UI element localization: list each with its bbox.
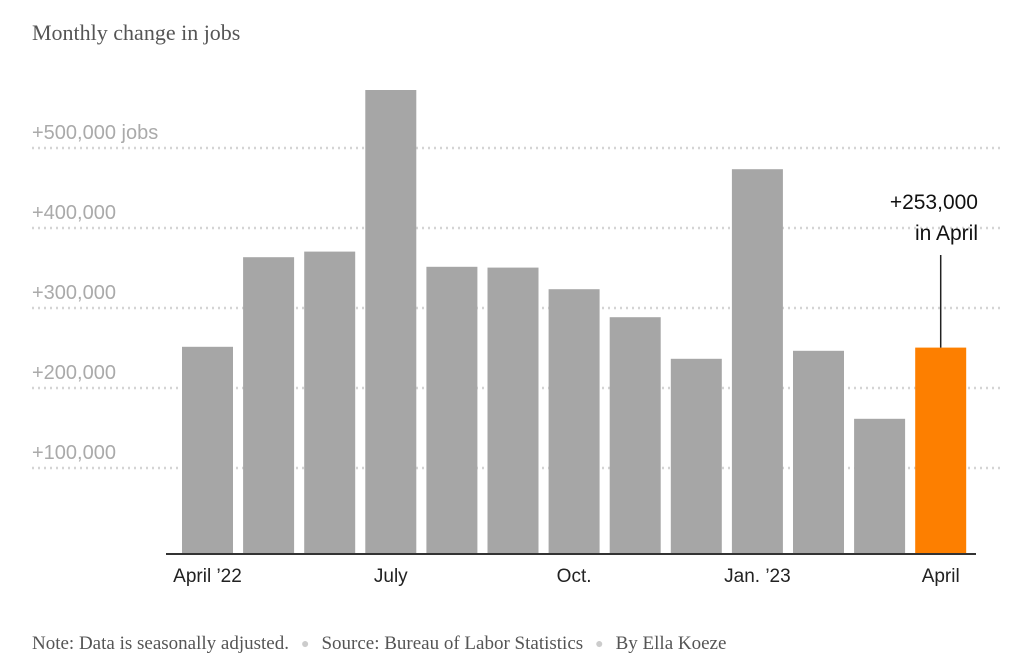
chart-footer: Note: Data is seasonally adjusted. ● Sourc… (32, 633, 726, 655)
x-tick-label: April (922, 566, 960, 587)
bar (426, 266, 478, 554)
x-tick-label: July (374, 566, 408, 587)
bar (243, 257, 295, 554)
footer-byline: By Ella Koeze (615, 633, 727, 654)
bar (731, 169, 783, 554)
separator-dot: ● (595, 636, 604, 652)
bar (548, 289, 600, 554)
x-tick-label: Oct. (557, 566, 592, 587)
x-tick-label: Jan. ’23 (724, 566, 791, 587)
bar (793, 350, 844, 554)
annotation-value: +253,000 (890, 191, 978, 214)
x-tick-label: April ’22 (173, 566, 242, 587)
y-tick-label: +200,000 (32, 362, 116, 384)
footer-source: Source: Bureau of Labor Statistics (321, 633, 584, 654)
bar (609, 317, 661, 554)
bar (182, 346, 233, 554)
chart-title: Monthly change in jobs (32, 20, 241, 45)
separator-dot: ● (300, 636, 310, 652)
y-tick-label: +300,000 (32, 282, 116, 304)
annotation-label: in April (915, 222, 978, 245)
bar (304, 251, 356, 554)
bar (365, 90, 417, 554)
bar (670, 358, 722, 554)
bar (854, 418, 906, 554)
footer-note: Note: Data is seasonally adjusted. (32, 633, 289, 654)
bar (487, 267, 539, 554)
bar (915, 347, 967, 554)
y-tick-label: +100,000 (32, 442, 116, 464)
y-tick-label: +400,000 (32, 202, 116, 224)
y-tick-label: +500,000 jobs (32, 122, 158, 144)
